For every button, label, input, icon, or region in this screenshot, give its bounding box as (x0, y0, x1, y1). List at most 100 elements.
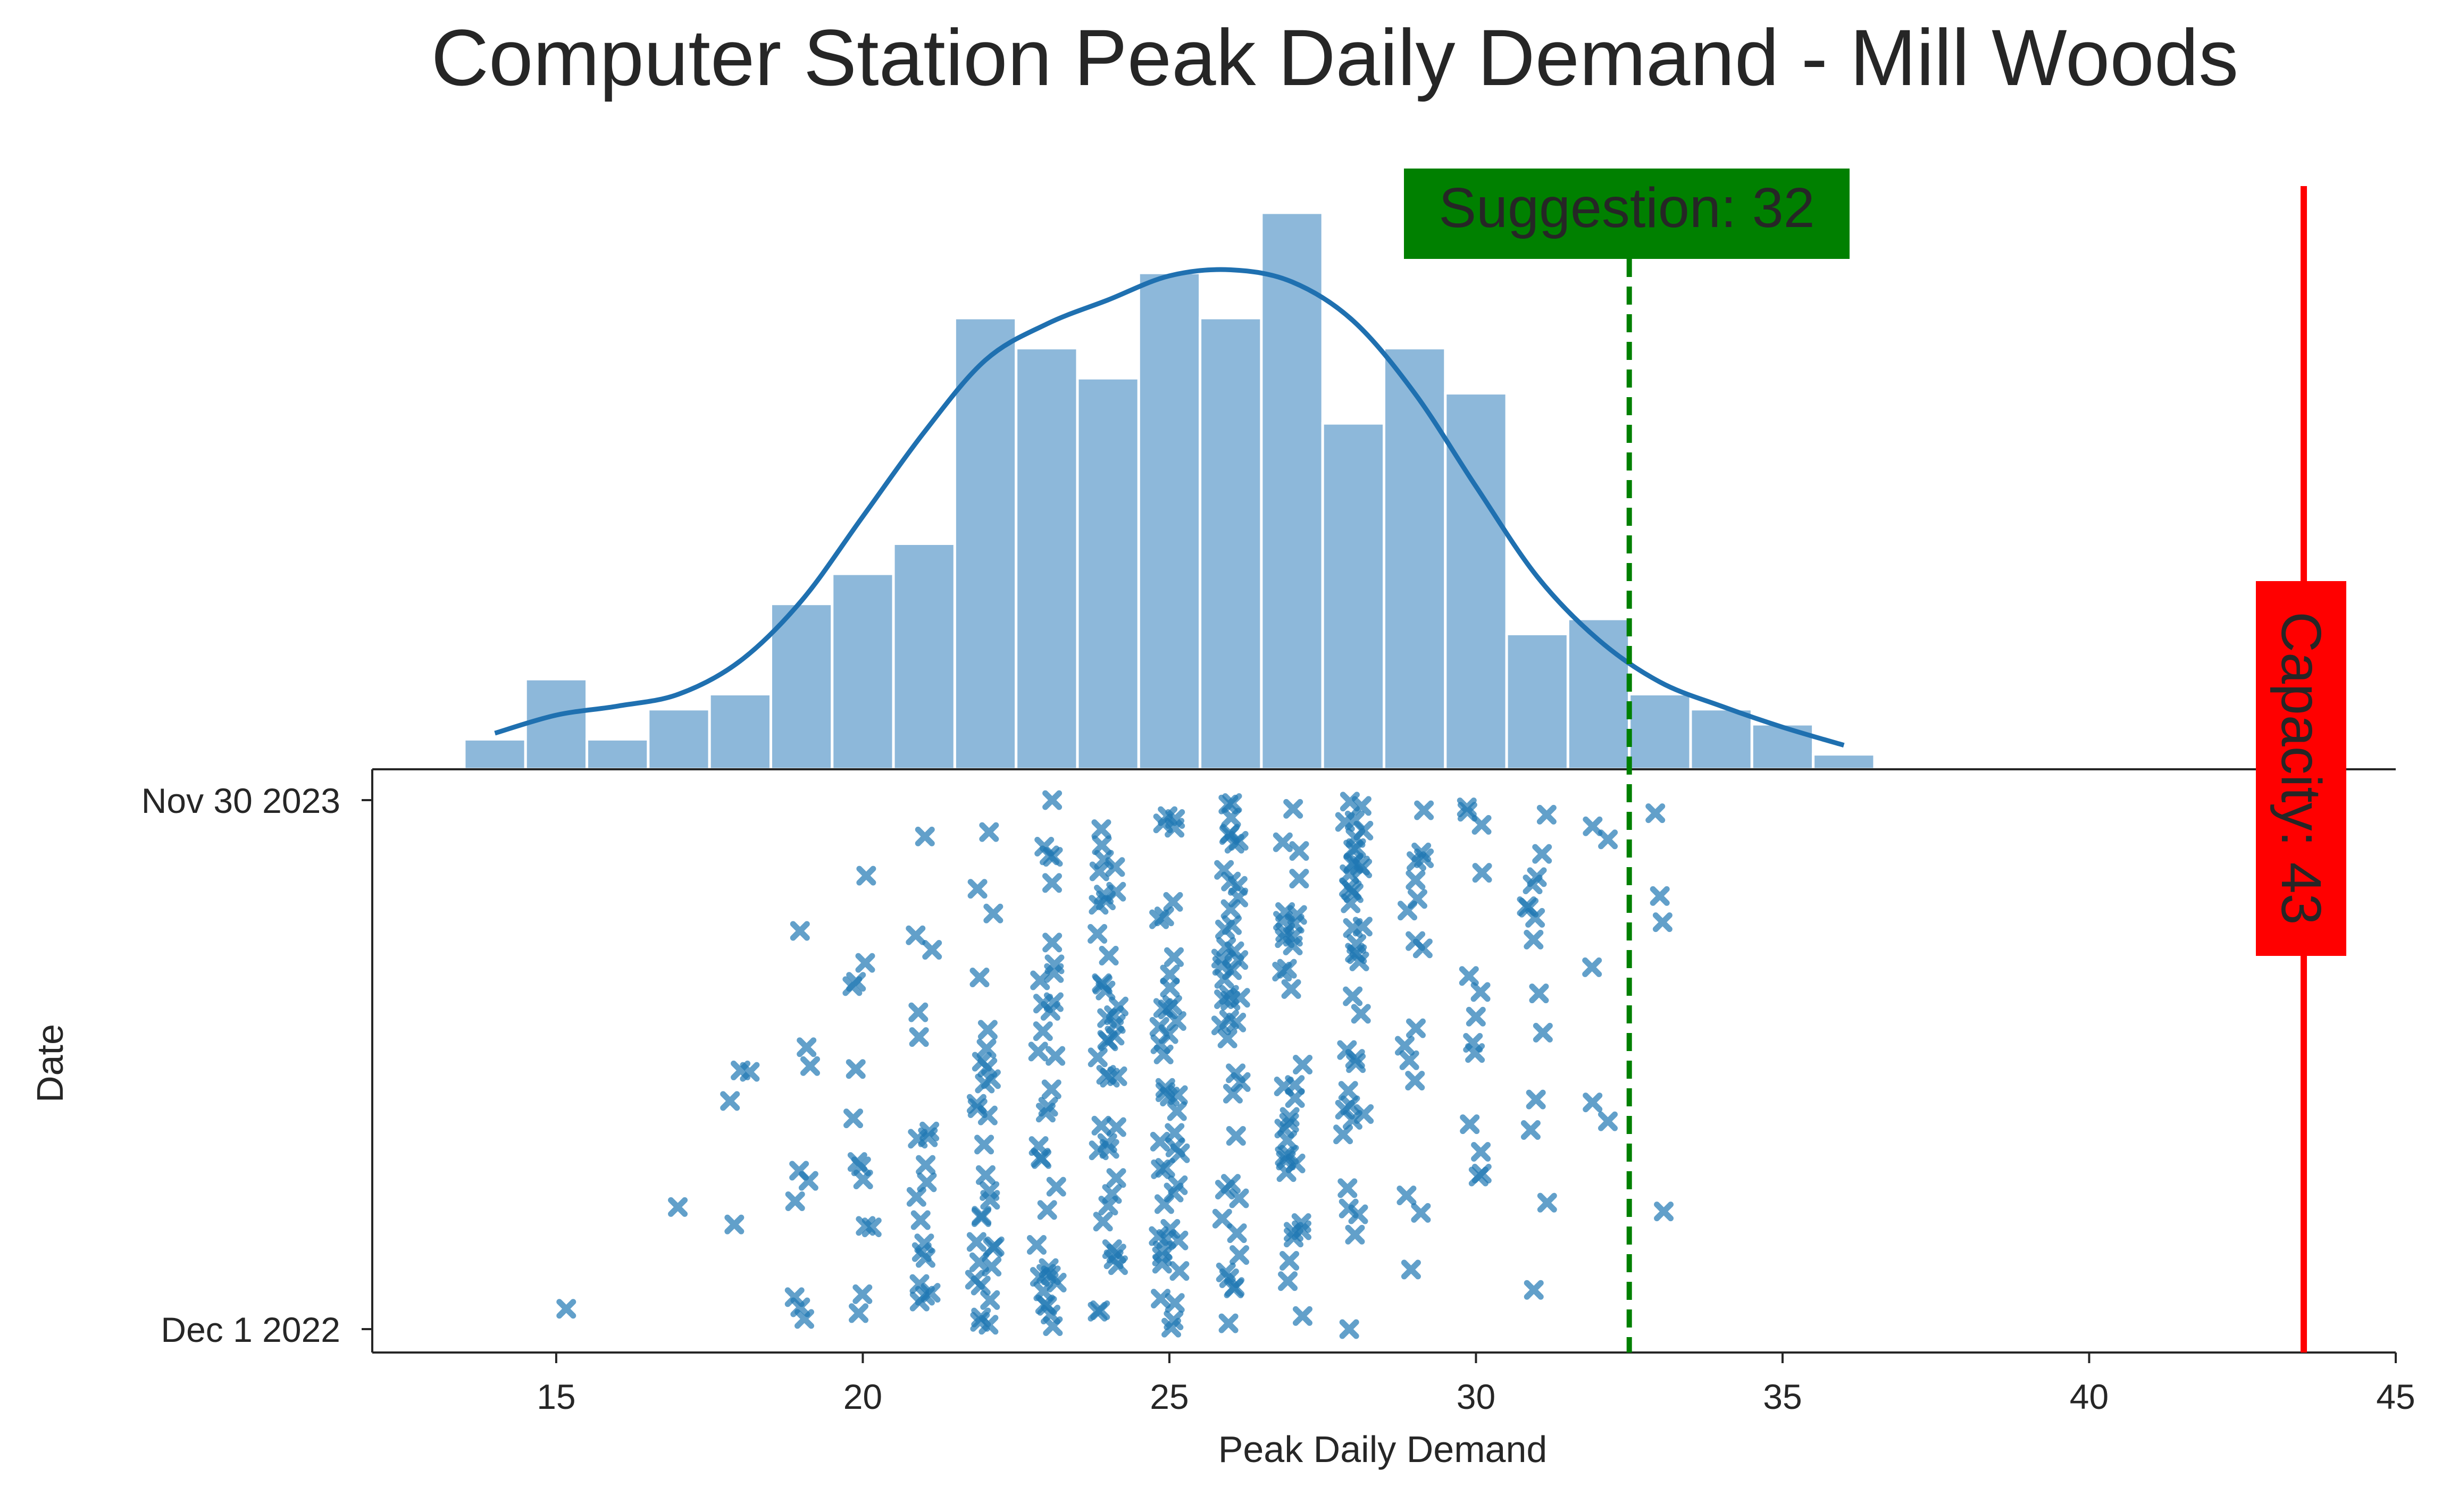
histogram-bar (647, 708, 711, 771)
x-tick-label: 40 (2070, 1377, 2109, 1416)
scatter-point (1472, 863, 1492, 883)
axes (371, 768, 2396, 1354)
scatter-point (1091, 1115, 1111, 1136)
scatter-point (1092, 973, 1112, 993)
scatter-point (1164, 1311, 1184, 1331)
scatter-point (1169, 1261, 1190, 1281)
scatter-point (1099, 945, 1119, 965)
scatter-point (965, 1270, 985, 1290)
scatter-point (1351, 1004, 1371, 1024)
scatter-point (966, 1094, 986, 1114)
scatter-point (1218, 1313, 1239, 1333)
scatter-point (847, 1152, 867, 1172)
histogram-bar (831, 572, 895, 771)
scatter-point (1106, 1117, 1126, 1137)
scatter-point (969, 967, 990, 987)
histogram-bar (1076, 376, 1140, 771)
scatter-point (975, 1165, 996, 1185)
scatter-point (1654, 1202, 1674, 1222)
scatter-point (1212, 1208, 1232, 1229)
scatter-point (1149, 1017, 1169, 1037)
scatter-point (1340, 792, 1360, 812)
scatter-point (1527, 867, 1547, 887)
scatter-point (1042, 790, 1063, 810)
scatter-point (1291, 1213, 1311, 1233)
scatter-point (1529, 984, 1549, 1004)
scatter-point (1650, 886, 1670, 906)
y-tick-label: Dec 1 2022 (161, 1310, 340, 1349)
scatter-point (971, 1307, 991, 1328)
scatter-point (1043, 992, 1064, 1012)
scatter-point (914, 1233, 934, 1254)
scatter-point (1337, 1178, 1358, 1198)
scatter-point (1275, 902, 1295, 922)
histogram (463, 211, 1876, 771)
y-axis-label: Date (29, 1024, 71, 1103)
scatter-point (1165, 1137, 1185, 1157)
scatter-point (1108, 996, 1128, 1017)
scatter-point (790, 1297, 810, 1317)
scatter-point (1354, 1104, 1374, 1124)
scatter-point (1165, 1123, 1185, 1143)
histogram-bar (1750, 723, 1815, 771)
histogram-bar (586, 737, 650, 771)
scatter-point (1463, 1033, 1483, 1053)
scatter-point (1090, 1300, 1110, 1320)
scatter-point (916, 1155, 936, 1175)
scatter-point (1219, 1010, 1239, 1030)
scatter-point (1517, 896, 1537, 917)
scatter-point (1216, 1262, 1236, 1282)
scatter-point (906, 925, 926, 945)
scatter-point (977, 1020, 998, 1040)
scatter-point (1226, 1125, 1246, 1146)
scatter-point (1041, 1079, 1061, 1099)
scatter-point (1333, 1124, 1353, 1145)
scatter-point (1227, 1223, 1247, 1244)
scatter-point (1645, 803, 1666, 824)
scatter-point (1026, 1234, 1047, 1255)
scatter-point (1293, 1055, 1313, 1074)
scatter-point (1471, 1142, 1491, 1162)
scatter-point (1034, 836, 1055, 856)
scatter-point (1471, 814, 1492, 835)
scatter-point (1345, 1224, 1365, 1245)
scatter-point (1039, 1258, 1059, 1278)
scatter-point (1598, 1111, 1618, 1131)
scatter-point (852, 1284, 873, 1304)
x-axis-label: Peak Daily Demand (1218, 1429, 1548, 1470)
scatter-point (1226, 1063, 1246, 1083)
histogram-bar (708, 693, 772, 771)
scatter-point (1537, 1192, 1557, 1213)
scatter-point (1155, 1082, 1175, 1102)
scatter-point (1164, 947, 1184, 967)
histogram-bar (1137, 271, 1202, 771)
scatter-point (1532, 844, 1552, 864)
scatter-point (1285, 1075, 1305, 1095)
scatter-point (1149, 1226, 1169, 1246)
scatter-point (784, 1287, 805, 1307)
x-tick-label: 30 (1457, 1377, 1495, 1416)
scatter-point (1220, 824, 1240, 844)
histogram-bar (953, 316, 1018, 771)
scatter-point (1102, 1239, 1122, 1259)
scatter-point (1279, 1107, 1300, 1127)
scatter-point (980, 1181, 1000, 1201)
scatter-point (1038, 1097, 1058, 1117)
capacity-label-text: Capacity: 43 (2270, 611, 2332, 925)
scatter-point (1028, 1136, 1049, 1156)
scatter-point (1394, 1036, 1415, 1056)
scatter-point (1160, 964, 1180, 985)
x-ticks: 15 20 25 30 35 40 45 (537, 1353, 2415, 1416)
scatter-point (966, 1232, 986, 1252)
scatter-point (1160, 1219, 1181, 1239)
scatter-point (1526, 1089, 1546, 1110)
x-tick-label: 25 (1150, 1377, 1189, 1416)
scatter-point (1411, 842, 1432, 862)
scatter-point (969, 1252, 989, 1272)
scatter-point (1091, 819, 1111, 839)
scatter-point (1352, 917, 1373, 937)
scatter-point (1289, 841, 1309, 861)
scatter-point (855, 953, 875, 973)
scatter-point (1466, 1006, 1486, 1027)
